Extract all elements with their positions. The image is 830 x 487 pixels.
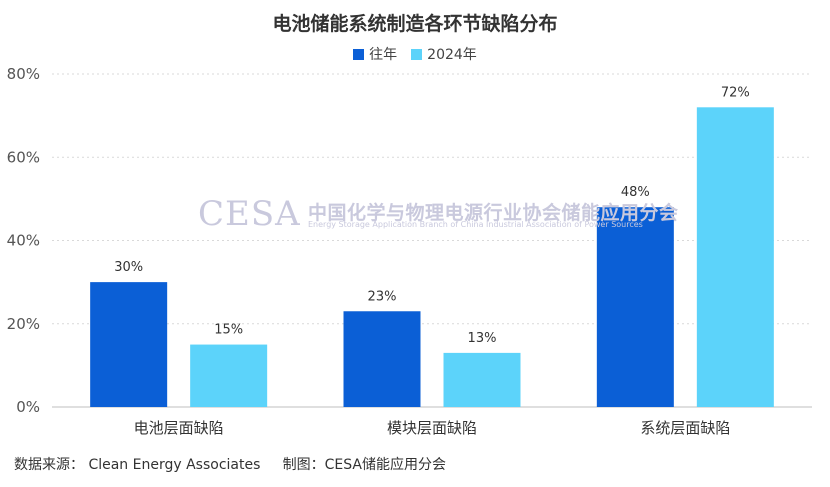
legend-label-past: 往年 bbox=[369, 47, 398, 63]
x-category-label: 系统层面缺陷 bbox=[640, 419, 730, 437]
y-tick-label: 0% bbox=[16, 398, 40, 416]
source-note: 数据来源： Clean Energy Associates 制图：CESA储能应… bbox=[14, 454, 446, 474]
data-label: 15% bbox=[214, 323, 243, 338]
bar bbox=[90, 282, 168, 407]
bar bbox=[443, 352, 521, 407]
source-provider: Clean Energy Associates bbox=[88, 457, 261, 473]
chart-title: 电池储能系统制造各环节缺陷分布 bbox=[272, 13, 558, 35]
legend-swatch-past bbox=[353, 48, 365, 60]
data-label: 72% bbox=[721, 85, 750, 100]
x-category-label: 电池层面缺陷 bbox=[134, 419, 224, 437]
watermark-logo: CESA bbox=[198, 194, 301, 234]
y-tick-label: 40% bbox=[7, 232, 40, 250]
label-layer: 0% 20% 40% 60% 80% 30% 15% 电池层面缺陷 23% 13% 模块层面缺陷 48… bbox=[7, 65, 750, 437]
watermark-name-en: Energy Storage Application Branch of Chi… bbox=[308, 220, 643, 229]
y-tick-label: 80% bbox=[7, 65, 40, 83]
bar-layer bbox=[90, 107, 774, 408]
chart-legend: 往年 2024年 bbox=[0, 44, 830, 64]
bar bbox=[696, 107, 774, 408]
data-label: 48% bbox=[621, 185, 650, 200]
data-label: 23% bbox=[368, 289, 397, 304]
data-label: 13% bbox=[468, 331, 497, 346]
legend-item-2024: 2024年 bbox=[411, 44, 477, 64]
x-category-label: 模块层面缺陷 bbox=[387, 419, 477, 437]
grid-layer bbox=[52, 73, 812, 408]
bar bbox=[190, 344, 268, 407]
chart-credit: 制图：CESA储能应用分会 bbox=[282, 457, 447, 473]
legend-label-2024: 2024年 bbox=[427, 47, 477, 63]
bar bbox=[343, 311, 421, 407]
legend-item-past: 往年 bbox=[353, 44, 397, 64]
bar-chart: 0% 20% 40% 60% 80% 30% 15% 电池层面缺陷 23% 13% 模块层面缺陷 48… bbox=[7, 65, 812, 437]
legend-swatch-2024 bbox=[411, 48, 423, 60]
watermark-name-cn: 中国化学与物理电源行业协会储能应用分会 bbox=[308, 202, 679, 224]
bar bbox=[596, 207, 674, 407]
y-tick-label: 60% bbox=[7, 148, 40, 166]
source-label: 数据来源： bbox=[14, 457, 84, 473]
y-tick-label: 20% bbox=[7, 315, 40, 333]
data-label: 30% bbox=[114, 260, 143, 275]
